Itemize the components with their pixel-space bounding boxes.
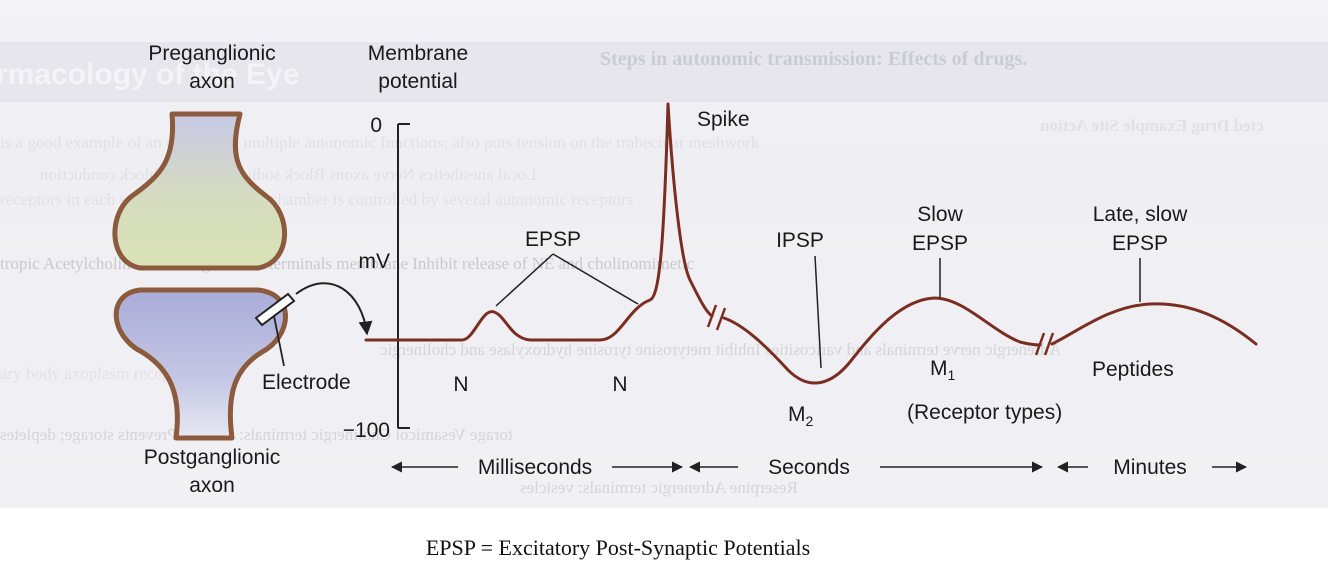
receptor-m1: M1 — [930, 357, 956, 383]
spike-label: Spike — [697, 108, 750, 131]
bleed-text: rmacology of the Eye — [0, 58, 300, 91]
axis-label-mv: mV — [359, 250, 391, 273]
receptor-n-right: N — [612, 373, 627, 396]
electrode — [254, 282, 373, 367]
bleed-through-band — [0, 42, 1328, 102]
postganglionic-axon-shape — [113, 287, 288, 441]
preganglionic-axon-shape — [112, 111, 288, 271]
preganglionic-label-line2: axon — [189, 70, 235, 93]
peptides-label: Peptides — [1092, 358, 1174, 381]
minutes-label: Minutes — [1113, 456, 1187, 479]
figure-panel: Steps in autonomic transmission: Effects… — [0, 0, 1328, 508]
caption: EPSP = Excitatory Post-Synaptic Potentia… — [425, 535, 811, 560]
label-leaders — [495, 253, 1141, 369]
bleed-text: Steps in autonomic transmission: Effects… — [600, 48, 1028, 70]
milliseconds-label: Milliseconds — [478, 456, 592, 479]
seconds-label: Seconds — [768, 456, 850, 479]
postganglionic-label-line1: Postganglionic — [144, 446, 281, 469]
late-slow-epsp-label-line1: Late, slow — [1093, 203, 1188, 226]
time-break-marks — [706, 304, 1055, 356]
axis-label-minus-100: −100 — [343, 419, 390, 442]
electrode-label: Electrode — [262, 371, 351, 394]
axis-label-zero: 0 — [370, 114, 382, 137]
receptor-types-label: (Receptor types) — [907, 401, 1062, 424]
late-slow-epsp-label-line2: EPSP — [1112, 232, 1168, 255]
receptor-n-left: N — [453, 373, 468, 396]
ipsp-label: IPSP — [776, 229, 824, 252]
preganglionic-label-line1: Preganglionic — [148, 42, 275, 65]
receptor-m2: M2 — [788, 403, 814, 429]
slow-epsp-label-line1: Slow — [917, 203, 963, 226]
synapse-potential-diagram: Preganglionic axon Membrane potential 0 … — [112, 42, 1258, 497]
membrane-potential-trace — [364, 102, 1258, 385]
membrane-potential-label-line2: potential — [378, 70, 457, 93]
membrane-potential-label-line1: Membrane — [368, 42, 468, 65]
epsp-label: EPSP — [525, 228, 581, 251]
postganglionic-label-line2: axon — [189, 474, 235, 497]
mv-axis — [397, 123, 410, 429]
slow-epsp-label-line2: EPSP — [912, 232, 968, 255]
